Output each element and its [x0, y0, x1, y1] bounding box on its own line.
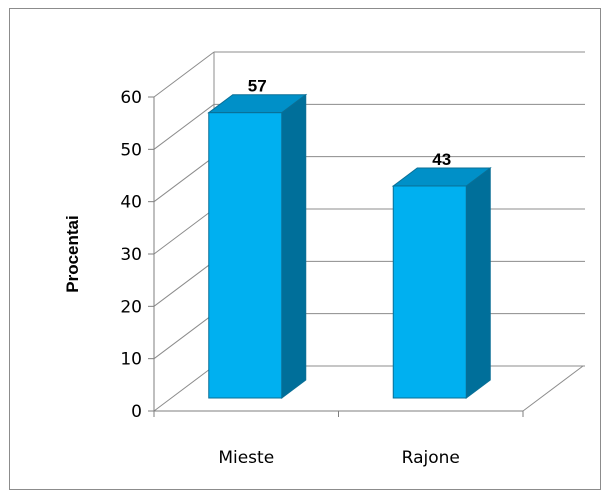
side-wall-gridline: [153, 103, 215, 150]
y-axis-title: Procentai: [63, 215, 82, 292]
bar-front-face: [392, 185, 467, 399]
data-label: 57: [248, 77, 267, 96]
bar-side-face: [281, 93, 307, 399]
bar-front-face: [208, 112, 283, 399]
bar-mieste: [207, 93, 308, 399]
y-tick-label: 60: [120, 88, 142, 108]
y-tick-label: 50: [120, 140, 142, 160]
side-wall-gridline: [153, 156, 215, 203]
y-tick-label: 30: [120, 245, 142, 265]
side-wall-gridline: [153, 365, 215, 412]
side-wall-gridline: [153, 51, 215, 98]
y-tick-label: 20: [120, 297, 142, 317]
y-tick-label: 0: [131, 402, 142, 422]
bars: [207, 93, 492, 399]
floor-edge: [522, 365, 584, 412]
axes: [148, 96, 524, 417]
y-tick-label: 10: [120, 350, 142, 370]
bar-rajone: [391, 166, 492, 399]
y-tick-label: 40: [120, 193, 142, 213]
side-wall-gridline: [153, 208, 215, 255]
side-wall-gridline: [153, 313, 215, 360]
data-label: 43: [432, 150, 451, 169]
bar-side-face: [465, 166, 491, 399]
x-tick-label: Rajone: [402, 448, 460, 468]
labels: 0 10 20 30 40 50 60 57 Mieste 43 Rajone: [120, 77, 460, 468]
side-wall-gridline: [153, 260, 215, 307]
x-tick-label: Mieste: [218, 448, 274, 468]
